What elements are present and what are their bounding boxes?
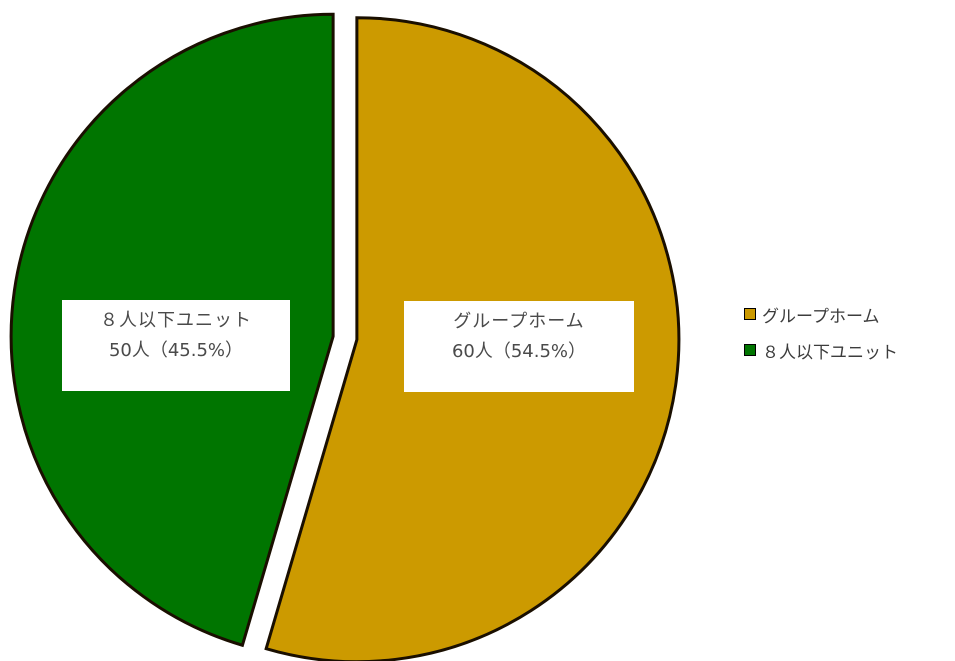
data-label-grouphome-value: 60人（54.5%） <box>451 341 587 362</box>
data-label-grouphome: グループホーム 60人（54.5%） <box>404 301 634 392</box>
data-label-unit-value: 50人（45.5%） <box>108 340 244 361</box>
data-label-unit-category: ８人以下ユニット <box>100 310 252 331</box>
legend-item-grouphome: グループホーム <box>744 300 955 328</box>
data-label-grouphome-category: グループホーム <box>453 311 585 332</box>
legend-swatch-unit <box>744 344 756 356</box>
legend-swatch-grouphome <box>744 308 756 320</box>
legend-label-grouphome: グループホーム <box>762 306 880 327</box>
legend-label-unit: ８人以下ユニット <box>762 342 898 363</box>
chart-legend: グループホーム ８人以下ユニット <box>744 300 955 372</box>
legend-item-unit: ８人以下ユニット <box>744 336 955 364</box>
data-label-unit: ８人以下ユニット 50人（45.5%） <box>62 300 290 391</box>
